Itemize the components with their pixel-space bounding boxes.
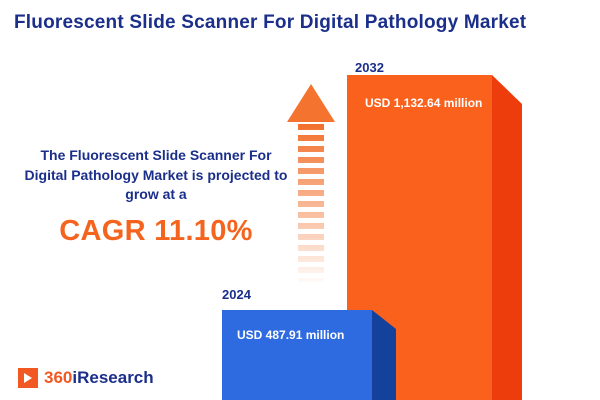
arrow-dashed-tail	[298, 124, 324, 282]
projection-text: The Fluorescent Slide Scanner For Digita…	[24, 147, 288, 203]
logo-text-research: iResearch	[72, 368, 154, 387]
logo-text-360: 360	[44, 368, 73, 387]
brand-logo: 360iResearch	[18, 368, 154, 388]
logo-icon	[18, 368, 38, 388]
bar-2032-front	[347, 75, 492, 400]
bar-label-2024: 2024	[222, 287, 251, 302]
logo-arrow-glyph	[24, 373, 32, 383]
bar-2024-side	[372, 310, 396, 400]
logo-text: 360iResearch	[44, 368, 154, 388]
bar-value-2032: USD 1,132.64 million	[365, 96, 483, 110]
page-title: Fluorescent Slide Scanner For Digital Pa…	[14, 12, 527, 33]
bar-label-2032: 2032	[355, 60, 384, 75]
cagr-value: CAGR 11.10%	[59, 214, 253, 247]
projection-text-block: The Fluorescent Slide Scanner For Digita…	[18, 146, 294, 248]
growth-arrow	[287, 84, 335, 282]
arrow-up-icon	[287, 84, 335, 122]
bar-2032-side	[492, 75, 522, 400]
bar-value-2024: USD 487.91 million	[237, 328, 345, 342]
bar-2024-front	[222, 310, 372, 400]
